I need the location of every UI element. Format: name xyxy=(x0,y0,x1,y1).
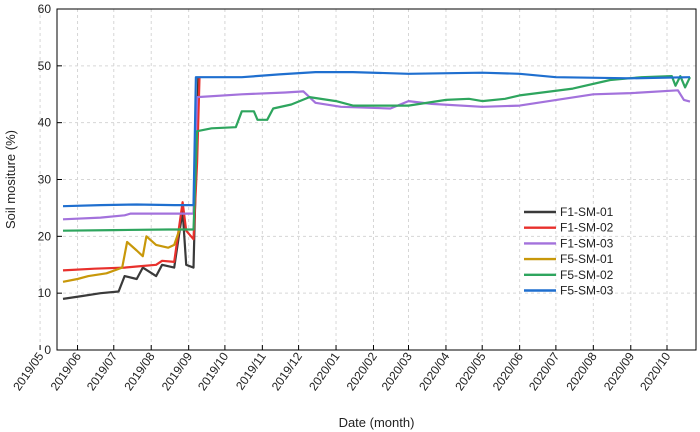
y-axis-title: Soil mositure (%) xyxy=(3,130,18,229)
series-line-f5-sm-03 xyxy=(62,70,691,208)
legend-label: F1-SM-02 xyxy=(560,221,614,235)
legend-label: F5-SM-03 xyxy=(560,284,614,298)
y-tick-label: 10 xyxy=(38,286,52,300)
series-lines xyxy=(62,70,691,300)
series-line-f5-sm-01 xyxy=(62,227,182,283)
y-tick-label: 60 xyxy=(38,2,52,16)
y-tick-label: 0 xyxy=(44,343,51,357)
legend-label: F1-SM-03 xyxy=(560,236,614,250)
y-tick-label: 40 xyxy=(38,116,52,130)
y-axis-ticks: 0 10 20 30 40 50 60 xyxy=(38,2,62,357)
y-tick-label: 20 xyxy=(38,229,52,243)
grid-lines xyxy=(39,9,696,350)
series-line-f1-sm-03 xyxy=(62,89,691,221)
y-tick-label: 30 xyxy=(38,173,52,187)
legend-label: F5-SM-01 xyxy=(560,252,614,266)
y-tick-label: 50 xyxy=(38,59,52,73)
series-line-f1-sm-01 xyxy=(62,77,200,300)
x-axis-title: Date (month) xyxy=(339,415,415,430)
legend-label: F5-SM-02 xyxy=(560,268,614,282)
legend-label: F1-SM-01 xyxy=(560,205,614,219)
